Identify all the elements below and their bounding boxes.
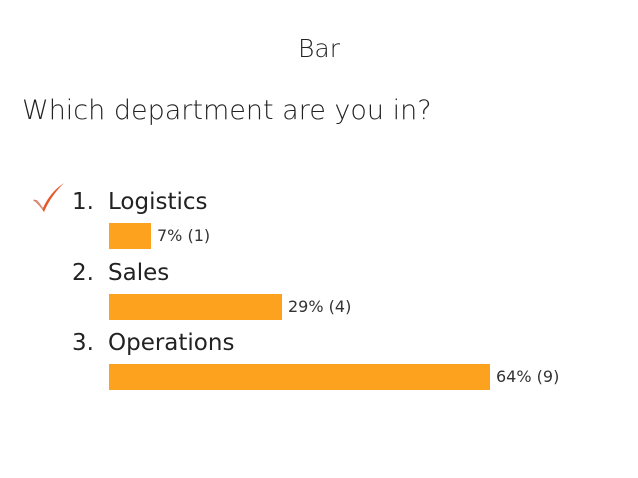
- option-text: Logistics: [108, 189, 208, 215]
- bar-value-label-logistics: 7% (1): [157, 226, 211, 245]
- option-label-logistics: 1. Logistics: [72, 189, 208, 215]
- option-number: 1.: [72, 189, 94, 215]
- checkmark-icon: [33, 183, 64, 212]
- bar-sales: [109, 293, 282, 320]
- bar-logistics: [109, 223, 151, 249]
- question-text: Which department are you in?: [22, 95, 432, 126]
- bar-value-label-operations: 64% (9): [496, 367, 560, 386]
- bar-operations: [109, 364, 490, 390]
- option-number: 3.: [72, 330, 94, 356]
- slide-title: Bar: [298, 34, 340, 63]
- option-text: Operations: [108, 330, 235, 356]
- bar-value-label-sales: 29% (4): [288, 296, 352, 316]
- option-text: Sales: [108, 259, 170, 286]
- option-label-operations: 3. Operations: [72, 330, 234, 356]
- option-number: 2.: [72, 259, 94, 286]
- option-label-sales: 2. Sales: [72, 260, 169, 286]
